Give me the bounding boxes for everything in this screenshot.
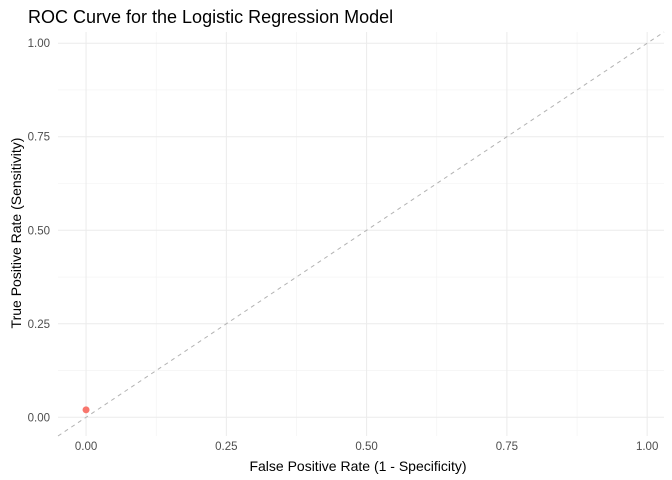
x-axis-tick-labels: 0.00 0.25 0.50 0.75 1.00: [75, 441, 659, 453]
x-tick-label: 0.75: [496, 441, 518, 453]
y-tick-label: 0.25: [28, 319, 50, 331]
x-tick-label: 0.00: [75, 441, 97, 453]
y-tick-label: 1.00: [28, 38, 50, 50]
x-axis-title: False Positive Rate (1 - Specificity): [249, 458, 466, 474]
y-axis-title: True Positive Rate (Sensitivity): [8, 138, 24, 329]
data-points: [82, 406, 90, 414]
major-gridlines: [58, 32, 664, 436]
y-tick-label: 0.75: [28, 132, 50, 144]
diagonal-reference-line: [57, 31, 665, 437]
chart-title: ROC Curve for the Logistic Regression Mo…: [28, 7, 393, 27]
y-tick-label: 0.00: [28, 412, 50, 424]
y-axis-tick-labels: 0.00 0.25 0.50 0.75 1.00: [28, 38, 50, 424]
minor-gridlines: [58, 32, 664, 436]
roc-point: [82, 406, 90, 414]
y-tick-label: 0.50: [28, 225, 50, 237]
x-tick-label: 1.00: [636, 441, 658, 453]
x-tick-label: 0.50: [355, 441, 377, 453]
x-tick-label: 0.25: [215, 441, 237, 453]
